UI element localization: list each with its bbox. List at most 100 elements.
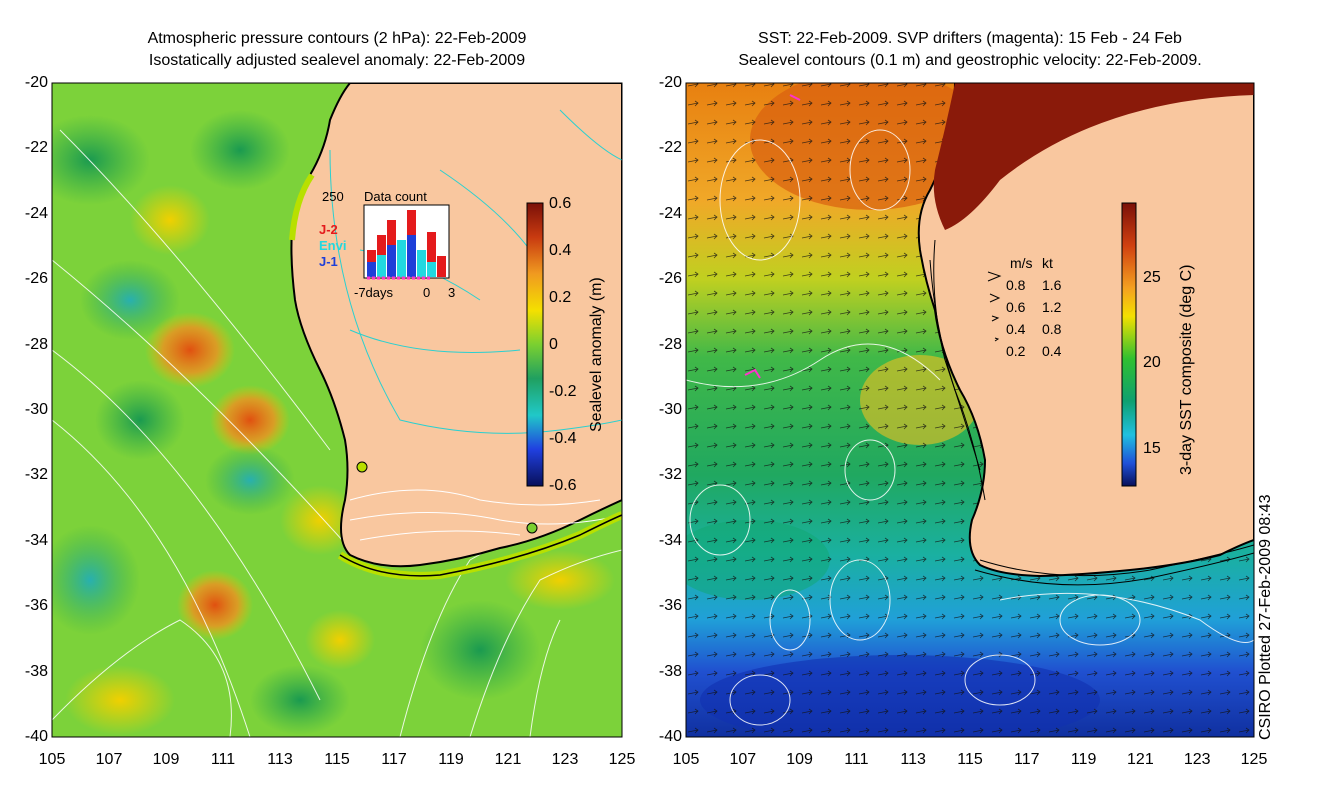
left-y-tick-label: -30 xyxy=(24,401,48,418)
colorbar-tick: -0.6 xyxy=(549,477,577,494)
colorbar-tick: 0.2 xyxy=(549,289,572,306)
right-y-tick-label: -22 xyxy=(658,139,682,157)
left-map-frame xyxy=(51,82,623,738)
left-title-line1: Atmospheric pressure contours (2 hPa): 2… xyxy=(147,30,527,47)
left-y-tick-label: -38 xyxy=(24,662,48,680)
left-x-tick-label: 119 xyxy=(438,751,464,768)
left-x-tick-label: 109 xyxy=(152,751,180,768)
velocity-legend-header: m/s kt xyxy=(1006,252,1061,274)
legend-kt: 0.4 xyxy=(1042,343,1062,359)
left-y-tick-label: -32 xyxy=(24,466,48,484)
colorbar-tick: 15 xyxy=(1143,440,1161,457)
right-x-tick-label: 111 xyxy=(844,751,869,768)
left-y-tick-label: -22 xyxy=(24,139,48,157)
pressure-contours xyxy=(52,129,622,737)
colorbar-tick: -0.4 xyxy=(549,430,577,447)
legend-kt: 1.2 xyxy=(1042,299,1062,315)
right-x-tick-label: 123 xyxy=(1183,751,1211,768)
right-x-tick-label: 125 xyxy=(1240,751,1268,768)
left-x-tick-label: 111 xyxy=(210,751,236,768)
sst-colorbar-label: 3-day SST composite (deg C) xyxy=(1178,264,1195,475)
drifter-track xyxy=(789,94,801,101)
right-x-tick-label: 105 xyxy=(672,751,700,768)
left-y-tick-label: -26 xyxy=(24,270,48,288)
sealevel-colorbar-label: Sealevel anomaly (m) xyxy=(588,277,605,432)
left-x-tick-label: 117 xyxy=(381,751,407,768)
inset-legend-j1: J-1 xyxy=(319,254,338,269)
anomaly-field xyxy=(52,110,615,735)
left-y-tick-label: -40 xyxy=(24,728,48,745)
left-x-tick-label: 115 xyxy=(324,751,350,768)
right-y-tick-label: -36 xyxy=(658,597,682,615)
right-x-tick-label: 117 xyxy=(1014,751,1040,768)
left-x-tick-label: 107 xyxy=(95,751,123,768)
left-x-tick-label: 123 xyxy=(551,751,579,768)
left-y-tick-label: -34 xyxy=(24,531,48,549)
left-y-tick-label: -28 xyxy=(24,335,48,353)
right-y-tick-label: -24 xyxy=(658,204,682,222)
inset-title: Data count xyxy=(364,189,427,204)
right-x-tick-label: 115 xyxy=(957,751,983,768)
legend-header-kt: kt xyxy=(1042,255,1053,271)
right-map-title: SST: 22-Feb-2009. SVP drifters (magenta)… xyxy=(686,28,1254,72)
legend-kt: 0.8 xyxy=(1042,321,1062,337)
colorbar-tick: 0 xyxy=(549,336,558,353)
left-title-line2: Isostatically adjusted sealevel anomaly:… xyxy=(148,52,526,69)
right-y-tick-label: -30 xyxy=(658,401,682,418)
legend-header-ms: m/s xyxy=(1010,255,1033,271)
legend-ms: 0.2 xyxy=(1006,343,1026,359)
inset-xlabel-left: -7days xyxy=(354,285,394,300)
colorbar-tick: 0.6 xyxy=(549,195,572,212)
sealevel-contours xyxy=(686,129,1254,726)
sealevel-colorbar xyxy=(526,202,544,487)
velocity-legend-arrows xyxy=(987,271,1002,342)
coastal-current-lines xyxy=(929,239,1254,586)
left-x-tick-label: 121 xyxy=(494,751,522,768)
inset-legend-envi: Envi xyxy=(319,238,347,253)
left-y-tick-label: -20 xyxy=(24,74,48,91)
right-map-frame xyxy=(685,82,1255,738)
legend-ms: 0.4 xyxy=(1006,321,1026,337)
velocity-legend-row: 0.6 1.2 xyxy=(1006,296,1061,318)
legend-ms: 0.8 xyxy=(1006,277,1026,293)
left-x-tick-label: 113 xyxy=(267,751,293,768)
right-map-plot xyxy=(686,83,1254,737)
inset-legend-j2: J-2 xyxy=(319,222,338,237)
left-y-tick-label: -36 xyxy=(24,597,48,615)
left-x-tick-label: 105 xyxy=(38,751,66,768)
right-y-tick-label: -40 xyxy=(658,728,682,745)
right-y-tick-label: -26 xyxy=(658,270,682,288)
velocity-legend-row: 0.8 1.6 xyxy=(1006,274,1061,296)
left-y-tick-label: -24 xyxy=(24,204,48,222)
velocity-legend-row: 0.4 0.8 xyxy=(1006,318,1061,340)
data-count-inset xyxy=(363,204,450,280)
right-title-line1: SST: 22-Feb-2009. SVP drifters (magenta)… xyxy=(758,30,1182,47)
land-white-contours xyxy=(349,489,622,541)
right-y-tick-label: -28 xyxy=(658,335,682,353)
inset-xlabel-mid: 0 xyxy=(423,285,431,300)
colorbar-tick: -0.2 xyxy=(549,383,577,400)
right-title-line2: Sealevel contours (0.1 m) and geostrophi… xyxy=(738,52,1202,69)
left-map-title: Atmospheric pressure contours (2 hPa): 2… xyxy=(52,28,622,72)
inset-xlabel-right: 3 xyxy=(448,285,456,300)
sst-colorbar xyxy=(1121,202,1137,487)
right-x-tick-label: 109 xyxy=(786,751,813,768)
left-x-tick-label: 125 xyxy=(608,751,636,768)
right-x-tick-label: 119 xyxy=(1070,751,1097,768)
drifter-track xyxy=(744,368,761,379)
legend-kt: 1.6 xyxy=(1042,277,1062,293)
right-x-tick-label: 113 xyxy=(900,751,926,768)
right-y-tick-label: -32 xyxy=(658,466,682,484)
velocity-legend: m/s kt 0.8 1.6 0.6 1.2 0.4 0.8 0.2 0.4 xyxy=(1006,252,1061,362)
right-x-tick-label: 107 xyxy=(729,751,757,768)
right-x-tick-label: 121 xyxy=(1127,751,1154,768)
right-y-tick-label: -34 xyxy=(658,531,682,549)
velocity-legend-row: 0.2 0.4 xyxy=(1006,340,1061,362)
right-y-tick-label: -38 xyxy=(658,662,682,680)
australia-landmass-right xyxy=(917,83,1254,578)
colorbar-tick: 0.4 xyxy=(549,242,572,259)
colorbar-tick: 20 xyxy=(1143,354,1161,371)
right-y-tick-label: -20 xyxy=(658,74,682,91)
legend-ms: 0.6 xyxy=(1006,299,1026,315)
